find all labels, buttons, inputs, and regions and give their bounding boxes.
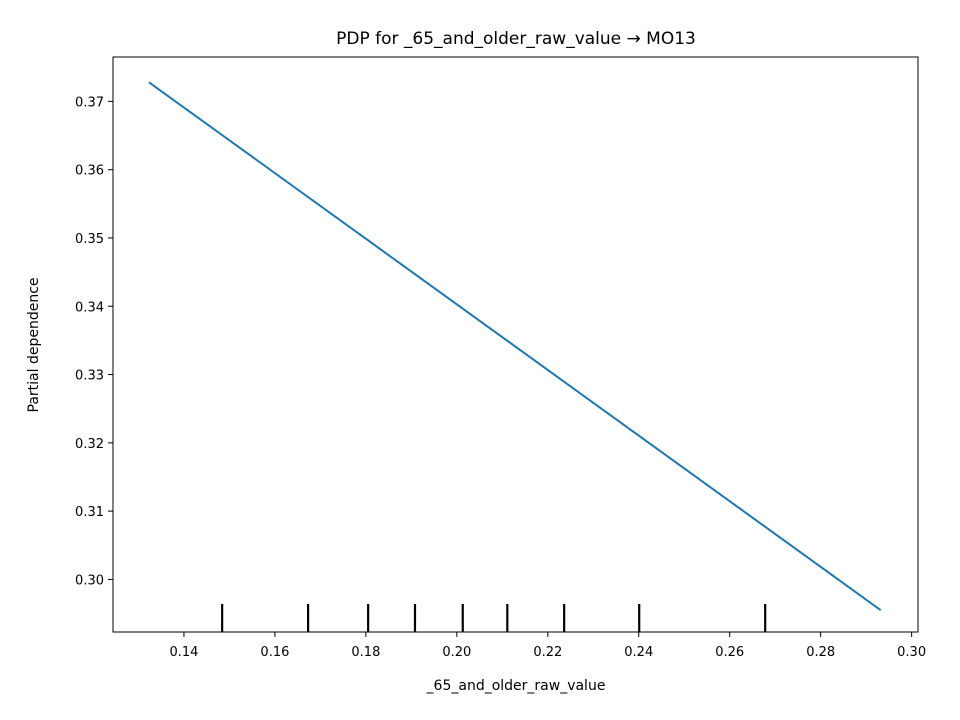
x-tick-label: 0.24 <box>624 645 653 660</box>
x-axis-label: _65_and_older_raw_value <box>426 678 606 694</box>
y-tick-label: 0.33 <box>75 369 104 384</box>
chart-title: PDP for _65_and_older_raw_value → MO13 <box>336 29 696 49</box>
y-tick-label: 0.32 <box>75 437 104 452</box>
x-tick-label: 0.30 <box>897 645 926 660</box>
x-tick-label: 0.20 <box>442 645 471 660</box>
y-tick-label: 0.35 <box>75 232 104 247</box>
plot-area: 0.14 0.16 0.18 0.20 0.22 0.24 0.26 0.28 0.30 0.30… <box>75 56 926 660</box>
x-tick-label: 0.22 <box>533 645 562 660</box>
y-tick-label: 0.36 <box>75 164 104 179</box>
x-tick-label: 0.18 <box>351 645 380 660</box>
y-tick-label: 0.37 <box>75 95 104 110</box>
x-tick-label: 0.16 <box>260 645 289 660</box>
y-tick-label: 0.31 <box>75 505 104 520</box>
pdp-line <box>148 81 882 611</box>
x-tick-label: 0.28 <box>806 645 835 660</box>
y-axis-label: Partial dependence <box>26 277 42 412</box>
axes-frame <box>112 56 919 633</box>
x-tick-label: 0.14 <box>169 645 198 660</box>
x-tick-label: 0.26 <box>715 645 744 660</box>
y-tick-label: 0.34 <box>75 300 104 315</box>
y-tick-label: 0.30 <box>75 573 104 588</box>
